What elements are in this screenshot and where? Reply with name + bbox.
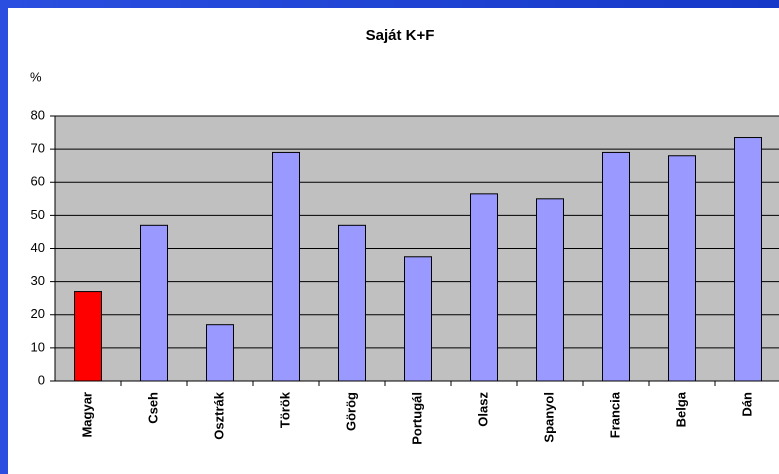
bar — [206, 324, 234, 382]
x-tick-label: Osztrák — [211, 391, 226, 439]
y-tick-label: 50 — [31, 207, 45, 222]
x-tick-label: Magyar — [79, 392, 94, 438]
bar — [536, 198, 564, 382]
x-tick-label: Cseh — [145, 392, 160, 424]
bar — [272, 151, 300, 382]
y-tick-label: 0 — [38, 372, 45, 387]
bar — [668, 155, 696, 382]
y-tick-label: 60 — [31, 174, 45, 189]
x-tick-label: Olasz — [475, 392, 490, 427]
x-tick-label: Spanyol — [541, 392, 556, 443]
x-tick-label: Görög — [343, 392, 358, 431]
x-tick-label: Francia — [607, 391, 622, 438]
y-tick-label: 70 — [31, 141, 45, 156]
y-tick-label: 20 — [31, 306, 45, 321]
bar — [734, 137, 762, 382]
bar — [140, 224, 168, 382]
x-tick-label: Portugál — [409, 392, 424, 445]
y-tick-label: 30 — [31, 273, 45, 288]
bar — [470, 193, 498, 382]
x-tick-label: Belga — [673, 391, 688, 427]
bar — [338, 224, 366, 382]
y-tick-label: 80 — [31, 107, 45, 122]
y-axis-label: % — [30, 69, 42, 84]
x-tick-label: Török — [277, 391, 292, 428]
bar — [404, 256, 432, 382]
bar — [602, 151, 630, 382]
chart-title: Saját K+F — [366, 27, 435, 44]
y-tick-label: 40 — [31, 240, 45, 255]
x-tick-label: Dán — [739, 392, 754, 417]
y-tick-label: 10 — [31, 339, 45, 354]
bar — [74, 291, 102, 382]
